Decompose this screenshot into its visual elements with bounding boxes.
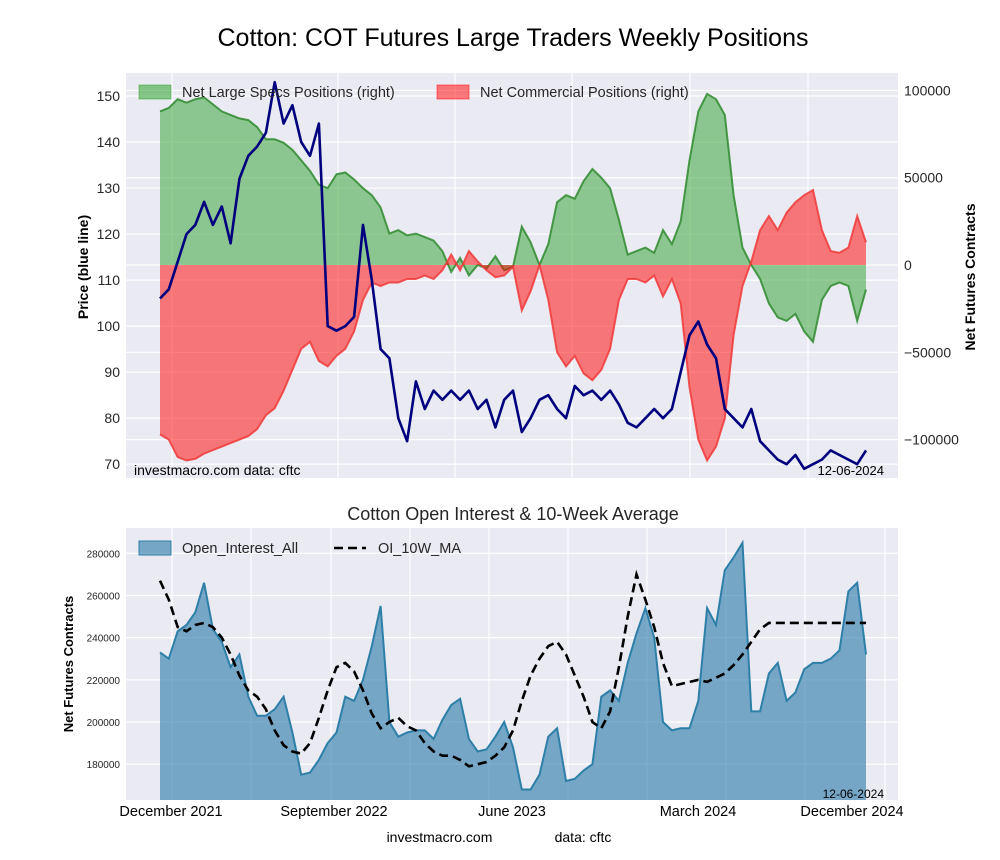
tick-label-y: 280000 xyxy=(87,549,121,560)
legend-label-oi-ma: OI_10W_MA xyxy=(378,541,461,557)
tick-label-left: 70 xyxy=(104,456,120,472)
tick-label-left: 150 xyxy=(97,88,121,104)
tick-label-x: March 2024 xyxy=(660,804,737,820)
tick-label-left: 110 xyxy=(98,272,121,288)
tick-label-right: −100000 xyxy=(904,432,959,448)
area-commercial xyxy=(160,190,866,461)
y-axis-label-left: Price (blue line) xyxy=(75,215,91,319)
date-stamp: 12-06-2024 xyxy=(823,787,885,801)
tick-label-left: 140 xyxy=(97,134,121,150)
tick-label-right: 0 xyxy=(904,257,912,273)
tick-label-y: 180000 xyxy=(87,760,121,771)
line-open-interest xyxy=(159,539,867,791)
legend-swatch-open-interest xyxy=(138,540,172,556)
tick-label-left: 90 xyxy=(104,364,120,380)
chart-title: Cotton: COT Futures Large Traders Weekly… xyxy=(218,24,809,52)
tick-label-y: 240000 xyxy=(87,634,121,645)
tick-label-y: 260000 xyxy=(87,591,121,602)
area-large-specs xyxy=(160,93,866,342)
line-oi-10w-ma xyxy=(158,569,866,768)
tick-label-x: December 2021 xyxy=(119,804,222,820)
tick-label-x: September 2022 xyxy=(280,804,387,820)
legend-label-open-interest: Open_Interest_All xyxy=(182,541,298,557)
tick-label-x: December 2024 xyxy=(800,804,903,820)
tick-label-right: −50000 xyxy=(904,344,951,360)
legend-swatch-large-specs xyxy=(138,84,172,100)
legend-label-commercial: Net Commercial Positions (right) xyxy=(480,85,689,101)
tick-label-left: 100 xyxy=(97,318,121,334)
date-stamp: 12-06-2024 xyxy=(818,463,885,478)
y-axis-label-right: Net Futures Contracts xyxy=(962,203,978,350)
tick-label-left: 80 xyxy=(104,410,120,426)
chart-subtitle: Cotton Open Interest & 10-Week Average xyxy=(347,504,679,524)
legend-label-large-specs: Net Large Specs Positions (right) xyxy=(182,85,395,101)
tick-label-y: 200000 xyxy=(87,718,121,729)
tick-label-y: 220000 xyxy=(87,676,121,687)
tick-label-left: 130 xyxy=(97,180,121,196)
tick-label-left: 120 xyxy=(97,226,121,242)
open-interest-plot: 180000 200000 220000 240000 260000 280000 Open… xyxy=(61,528,904,820)
y-axis-label: Net Futures Contracts xyxy=(61,596,76,733)
price-line xyxy=(159,80,868,471)
positions-plot: 70 80 90 100 110 120 130 140 150 −100000 −50000 0 50… xyxy=(75,73,978,478)
area-open-interest xyxy=(160,542,866,800)
line-commercial xyxy=(159,188,867,463)
watermark: investmacro.com data: cftc xyxy=(134,462,301,478)
tick-label-x: June 2023 xyxy=(478,804,546,820)
tick-label-right: 100000 xyxy=(904,82,951,98)
legend-swatch-commercial xyxy=(436,84,470,100)
tick-label-right: 50000 xyxy=(904,170,943,186)
footer-credit: investmacro.com data: cftc xyxy=(387,829,612,845)
